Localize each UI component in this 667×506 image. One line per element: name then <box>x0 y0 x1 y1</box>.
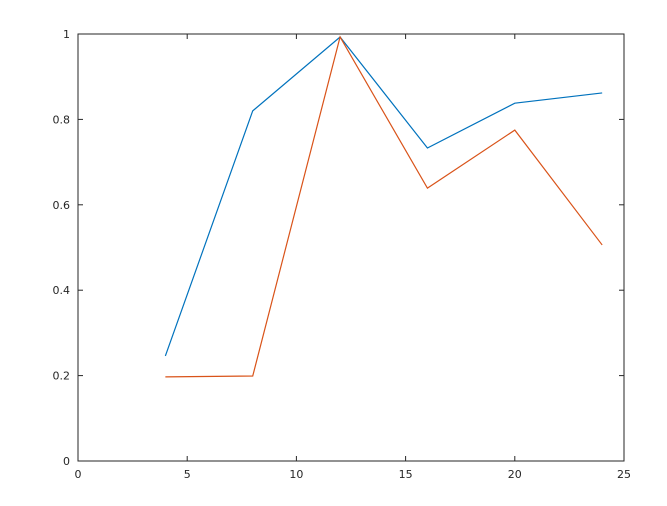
x-tick-label: 15 <box>399 468 413 481</box>
y-tick-label: 0.6 <box>53 199 71 212</box>
y-tick-label: 0.4 <box>53 284 71 297</box>
x-tick-label: 20 <box>508 468 522 481</box>
series-line-2 <box>165 35 603 378</box>
x-tick-label: 0 <box>75 468 82 481</box>
x-tick-label: 5 <box>184 468 191 481</box>
y-tick-label: 0.8 <box>53 113 71 126</box>
axes-box <box>77 33 625 462</box>
x-tick-label: 25 <box>617 468 631 481</box>
y-tick-label: 1 <box>63 28 70 41</box>
series-line-1 <box>164 36 603 357</box>
plot-area <box>78 34 624 461</box>
y-tick-label: 0 <box>63 455 70 468</box>
y-tick-label: 0.2 <box>53 370 71 383</box>
x-tick-label: 10 <box>289 468 303 481</box>
